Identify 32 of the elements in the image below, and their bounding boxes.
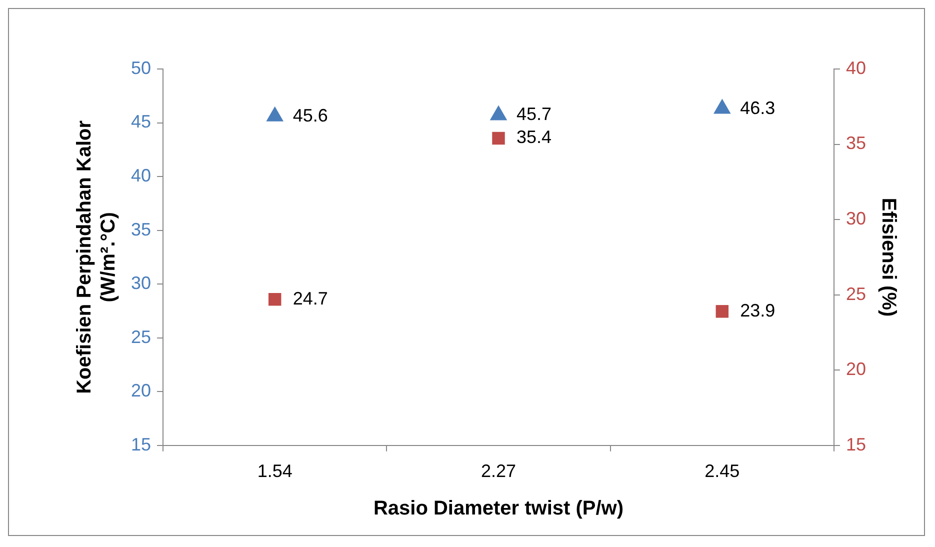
y-tick-label: 15: [130, 434, 152, 454]
y-tick-label: 50: [130, 58, 152, 78]
y-tick-label: 40: [130, 166, 152, 186]
data-label: 46.3: [740, 98, 776, 118]
point: [492, 132, 505, 145]
point: [713, 98, 731, 114]
data-label: 45.7: [516, 104, 552, 124]
data-label: 24.7: [292, 288, 328, 308]
x-axis-title: Rasio Diameter twist (P/w): [373, 498, 624, 520]
point: [490, 105, 508, 120]
y-tick-label: 45: [130, 112, 152, 132]
x-tick-label: 2.45: [704, 461, 740, 482]
y-tick-label: 20: [130, 380, 152, 401]
y-axis-title: Koefisien Perpindahan Kalor (W/m².°C): [74, 120, 120, 394]
y2-tick-label: 35: [846, 133, 866, 154]
y2-tick-label: 15: [846, 434, 866, 454]
y2-tick-label: 40: [846, 58, 866, 78]
data-label: 45.6: [292, 105, 328, 126]
y2-tick-label: 25: [846, 284, 866, 304]
y2-axis-title: Efisiensi (%): [877, 198, 900, 317]
point: [266, 106, 284, 122]
x-tick-label: 2.27: [480, 461, 516, 482]
data-label: 35.4: [516, 127, 552, 148]
point: [268, 292, 282, 306]
y-tick-label: 30: [130, 273, 152, 294]
y-tick-label: 25: [130, 326, 152, 347]
y-tick-label: 35: [130, 219, 152, 240]
y2-tick-label: 20: [846, 359, 866, 380]
x-tick-label: 1.54: [257, 461, 292, 482]
data-label: 23.9: [740, 300, 776, 320]
point: [716, 305, 729, 318]
y2-tick-label: 30: [846, 208, 866, 229]
